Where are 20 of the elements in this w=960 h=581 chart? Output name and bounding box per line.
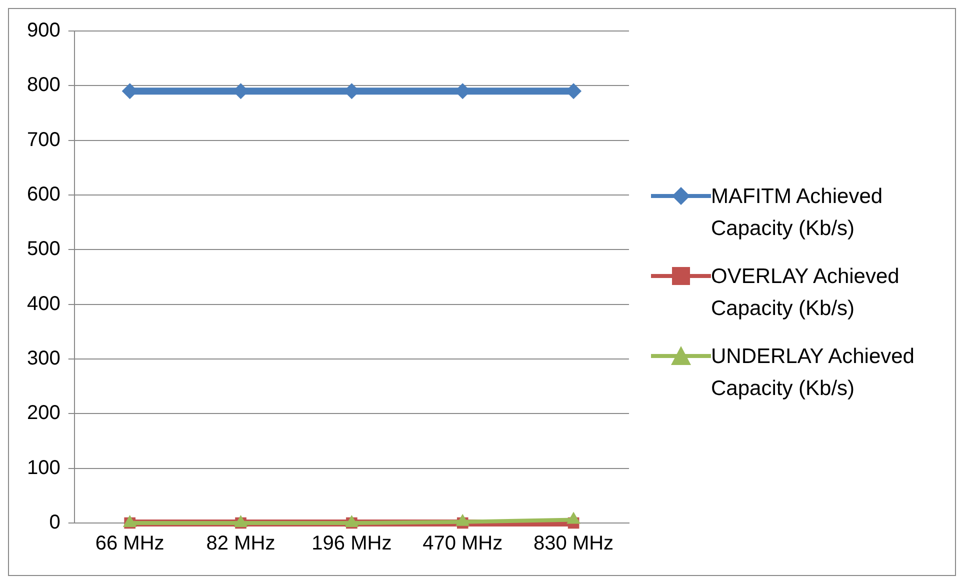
y-tick-label: 500 — [26, 238, 60, 260]
y-tick-label: 400 — [26, 292, 60, 315]
x-tick-label: 830 MHz — [534, 532, 614, 555]
x-tick-label: 470 MHz — [422, 532, 503, 555]
legend-label: UNDERLAY Achieved Capacity (Kb/s) — [711, 344, 916, 402]
y-tick-label: 600 — [26, 184, 60, 206]
legend-label: OVERLAY Achieved Capacity (Kb/s) — [711, 264, 900, 322]
point — [566, 512, 580, 524]
y-tick-label: 0 — [49, 512, 60, 534]
x-tick-label: 196 MHz — [312, 532, 392, 555]
x-tick-label: 66 MHz — [95, 532, 164, 555]
y-tick-label: 100 — [26, 456, 60, 479]
y-tick-label: 300 — [26, 348, 60, 370]
legend-label: MAFITM Achieved Capacity (Kb/s) — [711, 184, 884, 242]
y-tick-label: 800 — [26, 74, 60, 96]
y-tick-label: 700 — [26, 128, 60, 151]
y-tick-label: 200 — [26, 402, 60, 424]
point — [456, 514, 470, 526]
y-tick-label: 900 — [26, 20, 60, 42]
x-tick-label: 82 MHz — [206, 532, 276, 555]
